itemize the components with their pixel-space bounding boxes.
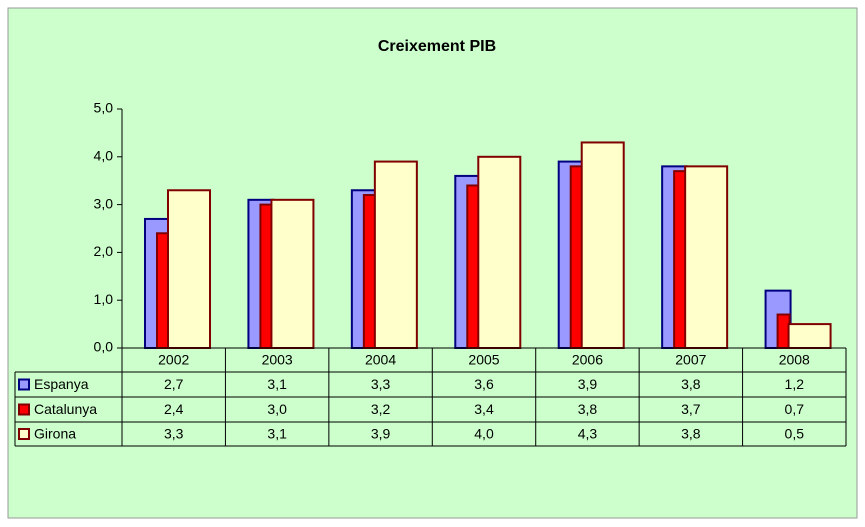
table-value: 3,8 xyxy=(681,426,701,442)
bar xyxy=(580,141,625,349)
legend-key xyxy=(18,378,30,391)
y-tick-label: 4,0 xyxy=(94,148,114,164)
y-tick-label: 5,0 xyxy=(94,100,114,116)
table-value: 3,8 xyxy=(681,376,701,392)
table-value: 1,2 xyxy=(785,376,805,392)
table-value: 3,9 xyxy=(371,426,391,442)
y-tick-label: 2,0 xyxy=(94,243,114,259)
table-value: 3,7 xyxy=(681,401,701,417)
legend-label: Catalunya xyxy=(34,401,97,417)
bar xyxy=(373,160,418,349)
bar xyxy=(477,155,522,349)
bar xyxy=(684,165,729,349)
table-value: 4,0 xyxy=(474,426,494,442)
legend-key xyxy=(18,403,30,416)
table-value: 4,3 xyxy=(578,426,598,442)
table-value: 2,4 xyxy=(164,401,184,417)
x-tick-label: 2006 xyxy=(572,352,603,368)
bar xyxy=(167,189,211,349)
table-value: 3,9 xyxy=(578,376,598,392)
chart-title: Creixement PIB xyxy=(378,38,496,55)
legend-label: Girona xyxy=(34,426,76,442)
y-tick-label: 3,0 xyxy=(94,195,114,211)
table-value: 3,3 xyxy=(164,426,184,442)
table-value: 3,6 xyxy=(474,376,494,392)
table-value: 3,1 xyxy=(267,426,287,442)
legend-label: Espanya xyxy=(34,376,89,392)
x-tick-label: 2003 xyxy=(262,352,293,368)
table-value: 3,2 xyxy=(371,401,391,417)
x-tick-label: 2004 xyxy=(365,352,396,368)
table-value: 3,1 xyxy=(267,376,287,392)
legend-key xyxy=(18,428,30,440)
bar xyxy=(787,323,832,350)
bar xyxy=(270,198,315,349)
table-value: 3,4 xyxy=(474,401,494,417)
table-value: 3,8 xyxy=(578,401,598,417)
y-tick-label: 1,0 xyxy=(94,291,114,307)
x-tick-label: 2007 xyxy=(675,352,706,368)
x-tick-label: 2008 xyxy=(779,352,810,368)
x-tick-label: 2002 xyxy=(158,352,189,368)
table-value: 3,0 xyxy=(267,401,287,417)
table-value: 0,5 xyxy=(785,426,805,442)
table-value: 0,7 xyxy=(785,401,805,417)
table-value: 2,7 xyxy=(164,376,184,392)
y-tick-label: 0,0 xyxy=(94,339,114,355)
table-value: 3,3 xyxy=(371,376,391,392)
x-tick-label: 2005 xyxy=(468,352,499,368)
